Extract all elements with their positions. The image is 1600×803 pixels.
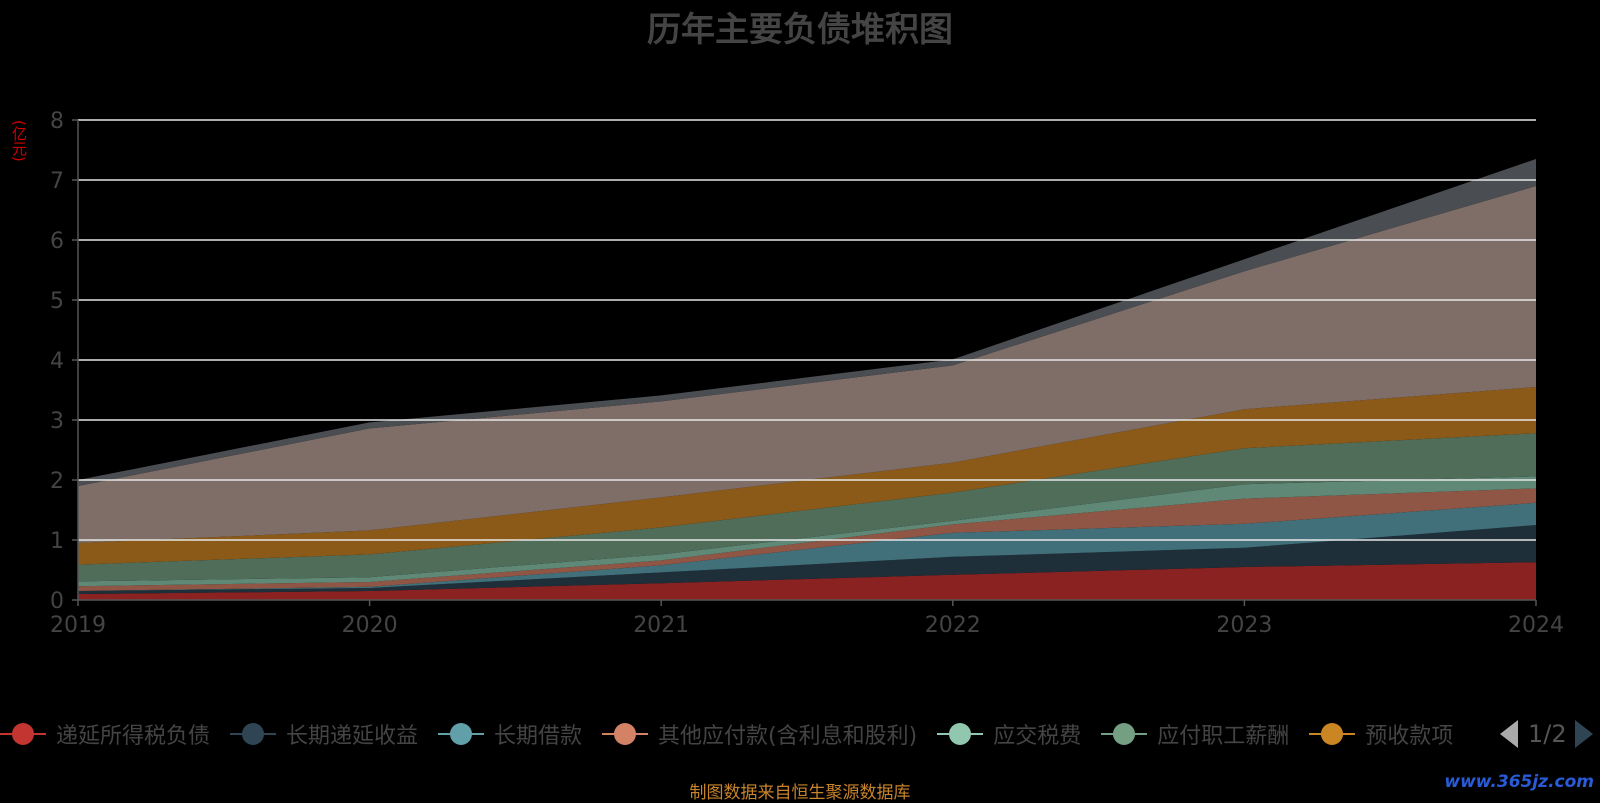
legend-marker-icon	[602, 722, 649, 746]
legend-pager: 1/2	[1500, 716, 1593, 752]
y-tick-label: 6	[50, 229, 64, 254]
legend-marker-icon	[230, 722, 277, 746]
y-tick-label: 7	[50, 169, 64, 194]
legend-prev-page-icon[interactable]	[1500, 720, 1518, 748]
legend-item-label: 预收款项	[1365, 724, 1454, 749]
legend-marker-icon	[438, 722, 485, 746]
x-tick-label: 2021	[633, 613, 689, 638]
y-tick-label: 2	[50, 469, 64, 494]
legend-item[interactable]: 预收款项	[1309, 718, 1453, 750]
x-tick-label: 2019	[50, 613, 106, 638]
legend-item-label: 长期借款	[494, 724, 583, 749]
legend-item-label: 应付职工薪酬	[1157, 724, 1290, 749]
area-series-3	[78, 488, 1536, 591]
y-axis-unit-label: (亿元)	[10, 120, 28, 162]
legend-item-label: 递延所得税负债	[56, 724, 211, 749]
legend-page-indicator: 1/2	[1528, 720, 1567, 748]
y-tick-label: 5	[50, 289, 64, 314]
area-series-4	[78, 476, 1536, 587]
y-tick-label: 8	[50, 109, 64, 134]
area-series-5	[78, 433, 1536, 582]
legend-item[interactable]: 应交税费	[937, 718, 1081, 750]
area-series-2	[78, 502, 1536, 591]
legend-item[interactable]: 长期借款	[438, 718, 582, 750]
source-note: 制图数据来自恒生聚源数据库	[689, 783, 911, 803]
watermark: www.365jz.com	[1444, 772, 1594, 792]
legend-item[interactable]: 长期递延收益	[230, 718, 418, 750]
legend-item-label: 应交税费	[993, 724, 1082, 749]
legend-marker-icon	[0, 722, 46, 746]
legend-marker-icon	[1309, 722, 1356, 746]
area-series-6	[78, 387, 1536, 565]
x-tick-label: 2020	[342, 613, 398, 638]
legend-item-label: 长期递延收益	[286, 724, 419, 749]
chart-legend: 递延所得税负债 长期递延收益 长期借款 其他应付款(含利息和股利) 应交税费 应付职工薪酬…	[0, 718, 1490, 752]
legend-next-page-icon[interactable]	[1574, 720, 1593, 748]
chart-title: 历年主要负债堆积图	[647, 10, 953, 50]
legend-item[interactable]: 应付职工薪酬	[1101, 718, 1289, 750]
area-series-0	[78, 562, 1536, 600]
y-tick-label: 3	[50, 409, 64, 434]
legend-item[interactable]: 其他应付款(含利息和股利)	[602, 718, 917, 750]
x-tick-label: 2024	[1508, 613, 1564, 638]
legend-marker-icon	[937, 722, 984, 746]
y-tick-label: 4	[50, 349, 64, 374]
area-series-8	[78, 159, 1536, 486]
y-tick-label: 0	[50, 589, 64, 614]
area-series-7	[78, 186, 1536, 543]
x-tick-label: 2023	[1216, 613, 1272, 638]
area-series-1	[78, 525, 1536, 594]
x-tick-label: 2022	[925, 613, 981, 638]
y-tick-label: 1	[50, 529, 64, 554]
legend-item-label: 其他应付款(含利息和股利)	[658, 724, 918, 749]
legend-marker-icon	[1101, 722, 1148, 746]
legend-item[interactable]: 递延所得税负债	[0, 718, 210, 750]
